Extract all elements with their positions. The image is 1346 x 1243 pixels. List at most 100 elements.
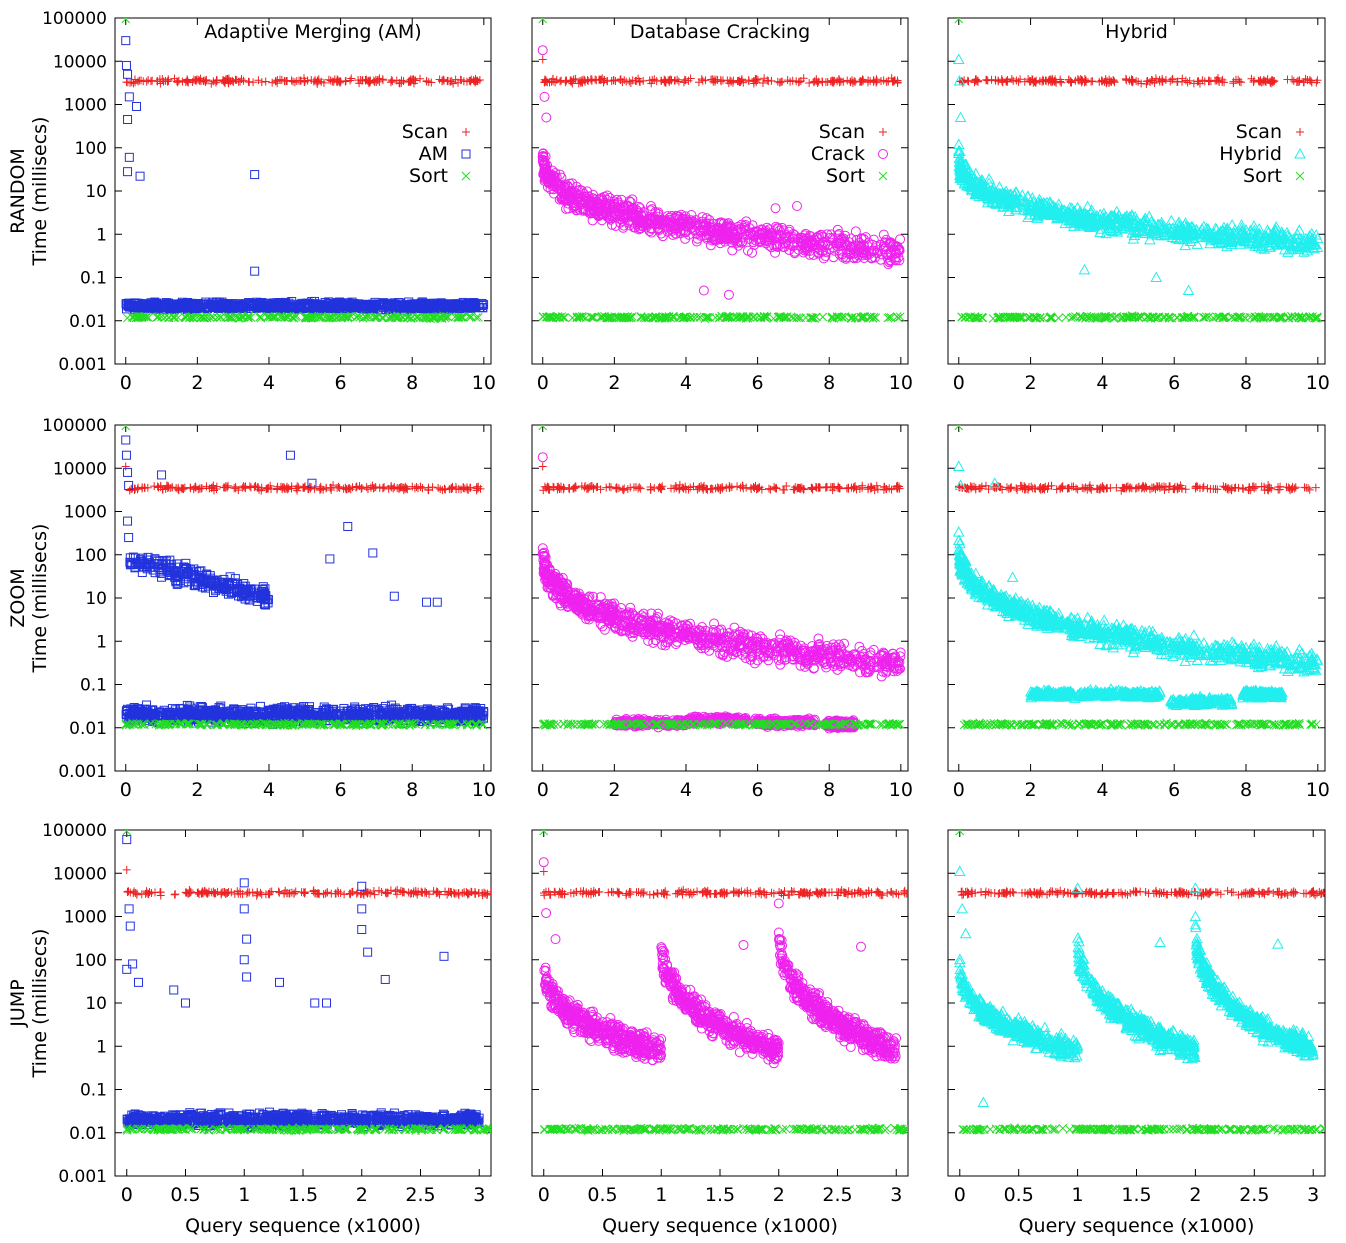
scan-point [386,78,395,87]
scan-point [261,77,270,86]
sort-point [664,312,674,321]
sort-point [752,313,762,322]
sort-point [137,313,146,323]
scan-point [293,482,302,491]
scan-point [273,76,282,85]
sort-point [263,312,273,322]
sort-point [199,313,208,323]
sort-point [427,312,437,322]
scan-point [647,79,656,88]
crack-point [566,192,577,203]
scan-point [1259,75,1268,84]
crack-point [808,237,819,248]
sort-point [358,313,368,323]
am-point [261,303,271,313]
scan-point [1231,75,1240,84]
sort-point [613,312,623,322]
crack-point [769,240,780,251]
crack-point [561,190,572,201]
scan-point [388,77,397,86]
scan-point [324,75,333,84]
scan-point [587,76,596,85]
crack-point [643,217,654,228]
scan-point [467,75,476,84]
crack-point [584,205,595,216]
scan-point [266,481,275,490]
sort-point [189,313,198,323]
hybrid-point [1016,189,1029,200]
scan-point [424,78,433,87]
crack-point [673,222,684,233]
sort-point [1234,312,1243,322]
sort-point [725,312,735,322]
scan-point [1300,78,1309,87]
sort-point [306,313,316,323]
crack-point [539,164,550,175]
crack-point [624,220,635,231]
hybrid-point [1042,208,1054,220]
am-point [443,300,453,310]
sort-point [1023,313,1033,323]
sort-point [454,312,464,322]
scan-point [983,76,992,85]
hybrid-point [1272,232,1285,244]
hybrid-point [1160,222,1173,234]
crack-point [582,193,593,204]
crack-point [540,174,551,185]
sort-point [153,312,162,322]
scan-point [122,78,131,87]
hybrid-point [1126,227,1139,238]
sort-point [1003,312,1013,322]
hybrid-point [1128,229,1141,241]
hybrid-point [1158,229,1171,241]
hybrid-point [1043,197,1056,208]
sort-point [623,312,632,322]
am-point [135,171,145,181]
scan-point [1057,78,1066,87]
scan-point [184,78,193,87]
sort-point [572,313,582,323]
crack-point [828,252,839,263]
sort-point [840,312,850,321]
hybrid-point [1265,233,1277,245]
crack-point [708,218,719,229]
scan-point [1067,78,1076,87]
crack-point [725,221,736,232]
scan-point [1127,77,1136,86]
sort-point [769,314,778,323]
crack-point [537,45,548,56]
am-point [158,303,168,313]
sort-point [1068,312,1078,322]
scan-point [1266,78,1275,87]
scan-point [189,485,198,494]
hybrid-point [953,145,965,156]
hybrid-point [1173,233,1186,244]
crack-point [676,209,687,220]
sort-point [883,313,893,323]
sort-point [574,312,584,322]
crack-point [549,188,560,199]
crack-point [792,237,803,248]
am-point [396,302,406,312]
crack-point [716,218,727,229]
sort-point [393,313,403,322]
hybrid-point [1152,218,1164,230]
am-point [309,302,319,312]
crack-point [885,255,896,266]
scan-point [1235,77,1244,86]
scan-point [727,77,736,86]
scan-point [416,74,425,83]
scan-point [254,76,263,85]
sort-point [137,312,147,321]
scan-point [805,79,814,88]
am-point [250,266,260,276]
crack-point [759,234,770,245]
scan-point [313,79,322,88]
sort-point [1122,313,1132,323]
crack-point [801,238,812,249]
hybrid-point [1185,227,1198,239]
hybrid-point [1271,239,1284,250]
axes-layer [114,17,1326,1177]
scan-point [380,482,389,491]
scan-point [625,77,634,86]
